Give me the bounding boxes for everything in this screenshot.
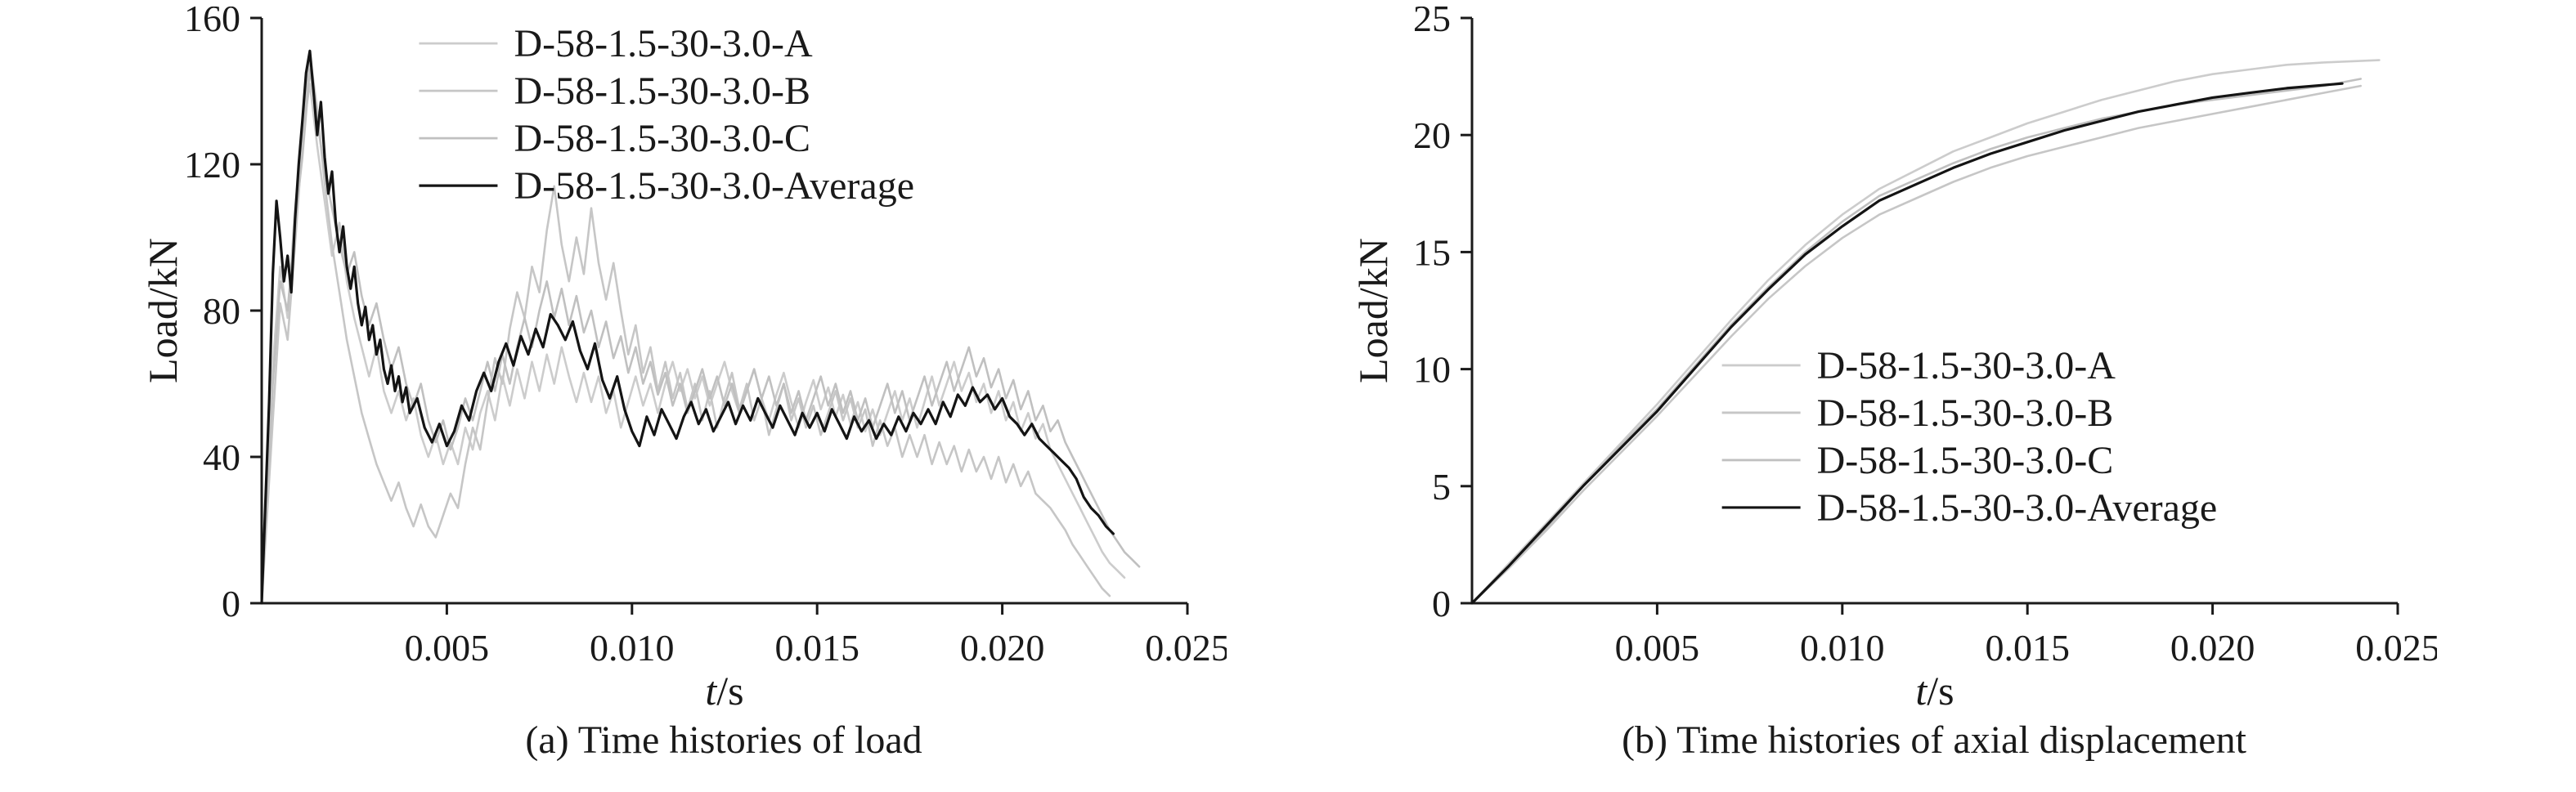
chart-svg: 0 40 80 120 160 0.005 0.010 0.015 0.020 0.025 Load… <box>140 0 1230 714</box>
svg-text:25: 25 <box>1413 7 1451 39</box>
svg-text:0.010: 0.010 <box>590 627 675 669</box>
y-axis-label: Load/kN <box>140 238 186 383</box>
chart-svg: 0 5 10 15 20 25 0.005 0.010 0.015 0.020 0.025 Load/… <box>1350 0 2440 714</box>
svg-text:0.020: 0.020 <box>2170 627 2255 669</box>
legend: D-58-1.5-30-3.0-AD-58-1.5-30-3.0-BD-58-1… <box>419 22 914 208</box>
series-line <box>260 49 1115 605</box>
x-axis-label: t/s <box>1915 668 1954 714</box>
x-ticks: 0.005 0.010 0.015 0.020 0.025 <box>405 603 1230 669</box>
figure: 0 40 80 120 160 0.005 0.010 0.015 0.020 0.025 Load… <box>139 0 2440 763</box>
panel-a: 0 40 80 120 160 0.005 0.010 0.015 0.020 0.025 Load… <box>139 0 1230 763</box>
svg-text:15: 15 <box>1413 231 1451 273</box>
series-line <box>1470 84 2362 605</box>
legend-label: D-58-1.5-30-3.0-C <box>1817 439 2114 482</box>
svg-text:0.015: 0.015 <box>774 627 859 669</box>
svg-text:0: 0 <box>1432 583 1451 624</box>
legend-label: D-58-1.5-30-3.0-A <box>1817 344 2116 387</box>
svg-text:0.025: 0.025 <box>2355 627 2437 669</box>
series-line <box>1470 78 2362 605</box>
y-axis-label: Load/kN <box>1350 238 1396 383</box>
caption-b: (b) Time histories of axial displacement <box>1622 718 2246 762</box>
legend-label: D-58-1.5-30-3.0-B <box>514 69 810 113</box>
svg-text:20: 20 <box>1413 114 1451 156</box>
svg-text:0.010: 0.010 <box>1800 627 1885 669</box>
series-lines <box>1470 59 2381 605</box>
legend-label: D-58-1.5-30-3.0-C <box>514 117 810 160</box>
panel-b: 0 5 10 15 20 25 0.005 0.010 0.015 0.020 0.025 Load/… <box>1349 0 2440 763</box>
svg-text:0.015: 0.015 <box>1985 627 2070 669</box>
load-time-history-chart: 0 40 80 120 160 0.005 0.010 0.015 0.020 0.025 Load… <box>139 0 1230 726</box>
y-ticks: 0 40 80 120 160 <box>184 0 262 624</box>
axial-displacement-time-history-chart: 0 5 10 15 20 25 0.005 0.010 0.015 0.020 0.025 Load/… <box>1349 0 2440 726</box>
series-line <box>1470 82 2344 605</box>
series-line <box>1470 59 2381 605</box>
series-line <box>260 68 1141 605</box>
x-ticks: 0.005 0.010 0.015 0.020 0.025 <box>1615 603 2440 669</box>
y-ticks: 0 5 10 15 20 25 <box>1413 0 1472 624</box>
svg-text:0.020: 0.020 <box>960 627 1045 669</box>
svg-text:80: 80 <box>203 290 240 332</box>
x-axis-label: t/s <box>705 668 743 714</box>
svg-text:0.005: 0.005 <box>1615 627 1699 669</box>
series-lines <box>260 49 1141 605</box>
legend-label: D-58-1.5-30-3.0-Average <box>514 164 914 208</box>
svg-text:5: 5 <box>1432 466 1451 508</box>
legend-label: D-58-1.5-30-3.0-B <box>1817 392 2114 435</box>
caption-a: (a) Time histories of load <box>525 718 922 762</box>
legend-label: D-58-1.5-30-3.0-Average <box>1817 486 2218 530</box>
svg-text:0.005: 0.005 <box>405 627 490 669</box>
legend: D-58-1.5-30-3.0-AD-58-1.5-30-3.0-BD-58-1… <box>1721 344 2218 530</box>
svg-text:0: 0 <box>222 583 240 624</box>
svg-text:0.025: 0.025 <box>1145 627 1227 669</box>
series-line <box>260 83 1126 605</box>
svg-text:120: 120 <box>184 144 240 186</box>
svg-text:160: 160 <box>184 7 240 39</box>
svg-text:40: 40 <box>203 436 240 478</box>
svg-text:10: 10 <box>1413 349 1451 391</box>
legend-label: D-58-1.5-30-3.0-A <box>514 22 813 65</box>
